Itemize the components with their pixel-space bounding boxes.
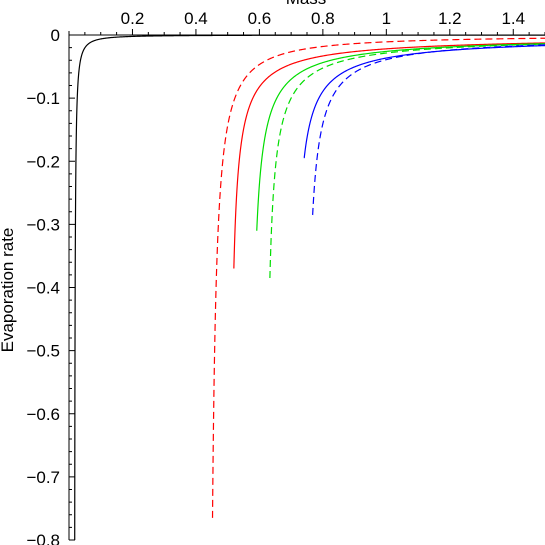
y-axis-title: Evaporation rate <box>0 228 17 353</box>
axes <box>68 31 545 540</box>
series-line-1 <box>74 34 545 540</box>
x-tick-label: 0.2 <box>121 9 145 28</box>
x-tick-label: 1 <box>382 9 391 28</box>
y-tick-label: −0.8 <box>26 531 60 545</box>
series-line-4 <box>256 43 545 231</box>
y-tick-label: −0.2 <box>26 152 60 171</box>
y-tick-label: −0.5 <box>26 342 60 361</box>
series-group <box>74 34 545 540</box>
y-tick-label: −0.4 <box>26 279 60 298</box>
ticks-group: 0.2 0.4 0.6 0.8 1 1.2 1.4 0 −0.1 −0.2 −0.3 −0.4 −0.5… <box>26 9 545 545</box>
series-line-7 <box>312 44 545 216</box>
series-line-6 <box>303 44 545 159</box>
series-line-2 <box>233 42 545 269</box>
x-tick-label: 0.8 <box>311 9 335 28</box>
y-tick-label: −0.7 <box>26 468 60 487</box>
x-tick-label: 0.6 <box>248 9 272 28</box>
y-tick-label: −0.3 <box>26 215 60 234</box>
x-axis-title: Mass <box>286 0 327 8</box>
y-tick-label: 0 <box>51 26 60 45</box>
y-tick-label: −0.6 <box>26 405 60 424</box>
x-tick-label: 1.4 <box>501 9 525 28</box>
x-tick-label: 0.4 <box>184 9 208 28</box>
series-line-5 <box>269 43 545 279</box>
x-tick-label: 1.2 <box>438 9 462 28</box>
series-line-3 <box>211 37 545 518</box>
y-tick-label: −0.1 <box>26 89 60 108</box>
